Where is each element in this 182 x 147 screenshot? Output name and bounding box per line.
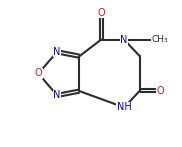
Text: NH: NH	[117, 102, 132, 112]
Text: N: N	[54, 90, 61, 100]
Text: O: O	[97, 8, 105, 18]
Text: N: N	[54, 47, 61, 57]
Text: O: O	[156, 86, 164, 96]
Text: O: O	[35, 69, 42, 78]
Text: CH₃: CH₃	[152, 35, 169, 44]
Text: N: N	[120, 35, 128, 45]
